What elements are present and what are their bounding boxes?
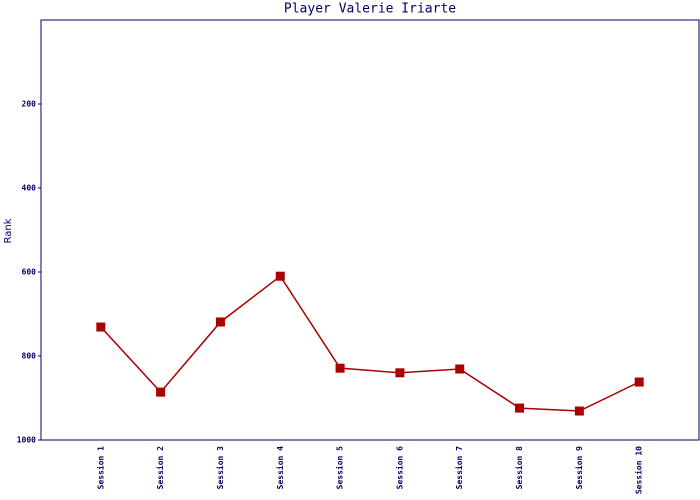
y-tick-label: 800 bbox=[22, 352, 37, 361]
data-point bbox=[96, 322, 106, 332]
data-point bbox=[275, 271, 285, 281]
chart-title: Player Valerie Iriarte bbox=[284, 2, 456, 17]
x-tick-label: Session 2 bbox=[155, 446, 165, 490]
x-tick-label: Session 3 bbox=[215, 446, 225, 490]
y-tick-label: 1000 bbox=[17, 436, 36, 445]
data-point bbox=[574, 406, 584, 416]
data-point bbox=[215, 317, 225, 327]
data-point bbox=[395, 368, 405, 378]
x-tick-label: Session 6 bbox=[394, 446, 404, 490]
x-tick-label: Session 9 bbox=[574, 446, 584, 490]
x-tick-label: Session 5 bbox=[335, 446, 345, 490]
x-tick-label: Session 1 bbox=[95, 446, 105, 490]
data-point bbox=[455, 364, 465, 374]
data-line bbox=[100, 275, 640, 412]
y-tick-label: 400 bbox=[22, 184, 37, 193]
data-point bbox=[515, 403, 525, 413]
plot-frame bbox=[40, 19, 700, 441]
x-tick-label: Session 4 bbox=[275, 446, 285, 490]
data-point bbox=[156, 387, 166, 397]
data-point bbox=[335, 363, 345, 373]
x-tick-label: Session 10 bbox=[634, 446, 644, 494]
x-tick-label: Session 7 bbox=[454, 446, 464, 490]
data-point bbox=[634, 377, 644, 387]
y-tick-label: 600 bbox=[22, 268, 37, 277]
x-tick-label: Session 8 bbox=[514, 446, 524, 490]
y-tick-label: 200 bbox=[22, 100, 37, 109]
y-axis-label: Rank bbox=[3, 218, 14, 243]
